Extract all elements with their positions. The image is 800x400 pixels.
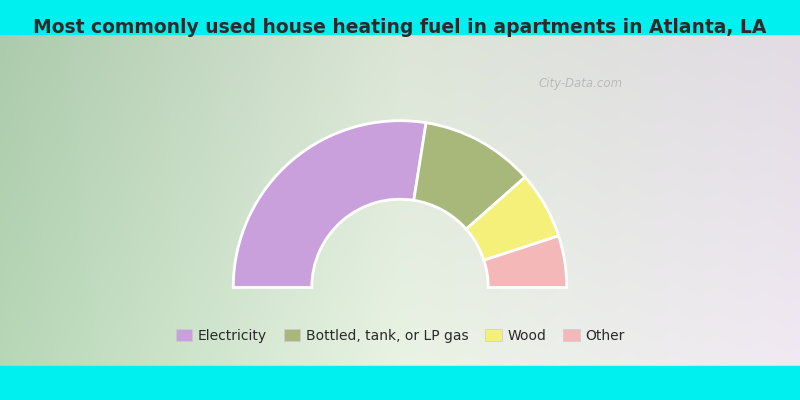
Wedge shape [466,177,558,260]
Wedge shape [234,121,426,288]
Wedge shape [484,236,566,288]
Legend: Electricity, Bottled, tank, or LP gas, Wood, Other: Electricity, Bottled, tank, or LP gas, W… [170,323,630,348]
Wedge shape [414,123,525,229]
Text: Most commonly used house heating fuel in apartments in Atlanta, LA: Most commonly used house heating fuel in… [34,18,766,37]
Text: City-Data.com: City-Data.com [538,78,622,90]
